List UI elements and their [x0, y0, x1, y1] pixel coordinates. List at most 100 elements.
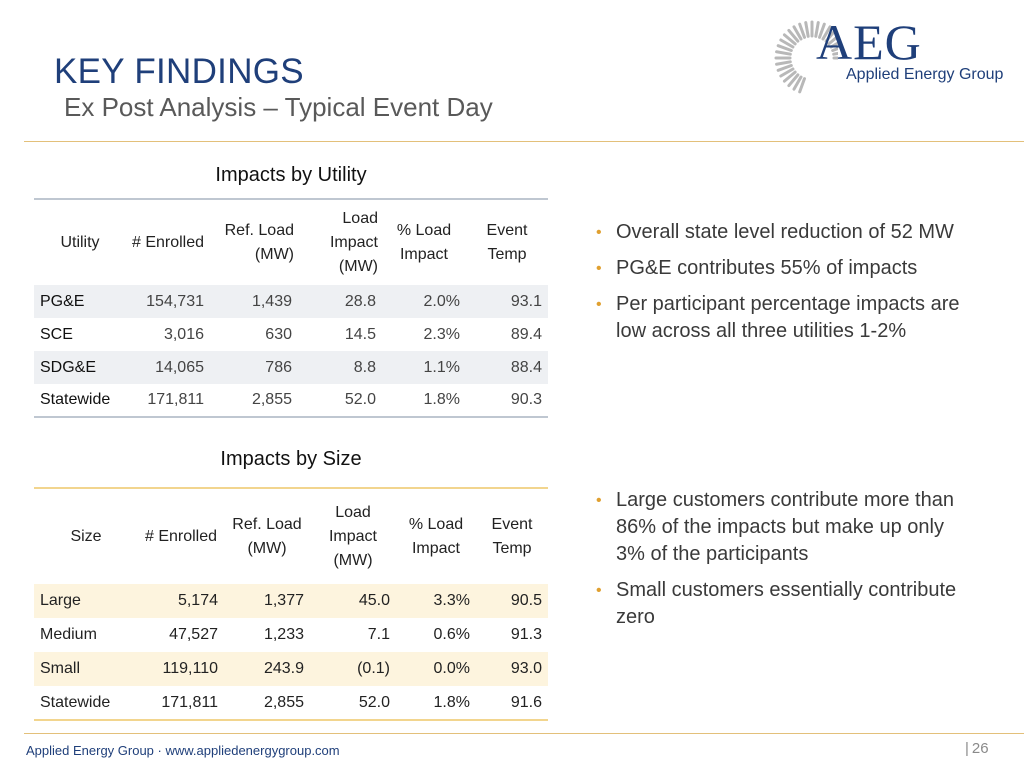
column-header: Ref. Load (MW)	[232, 515, 302, 557]
bullet-item: • Small customers essentially contribute …	[594, 577, 964, 631]
table-cell: 5,174	[177, 592, 218, 609]
slide-title: KEY FINDINGS	[54, 52, 304, 91]
table-cell: 14.5	[344, 325, 376, 343]
column-header: Size	[70, 527, 102, 545]
table-cell: 7.1	[367, 626, 390, 643]
column-header: # Enrolled	[144, 527, 218, 545]
table-cell: 1.8%	[433, 693, 470, 711]
table-row: Small 119,110 243.9 (0.1) 0.0% 93.0	[34, 652, 548, 686]
table-cell: 1,233	[263, 626, 304, 643]
row-label-cell: Statewide	[40, 693, 111, 711]
row-label-cell: SDG&E	[40, 358, 97, 376]
column-header: Event Temp	[486, 221, 528, 263]
bullet-dot-icon: •	[596, 224, 602, 241]
table-cell: 1,439	[251, 292, 292, 310]
table-cell: 0.6%	[433, 626, 470, 643]
table-cell: 786	[265, 358, 292, 376]
table-cell: 2.3%	[423, 325, 460, 343]
bullet-dot-icon: •	[596, 296, 602, 313]
logo-company-name: Applied Energy Group	[846, 66, 1004, 83]
table-row: SDG&E 14,065 786 8.8 1.1% 88.4	[34, 351, 548, 384]
bullet-text: Small customers essentially contribute z…	[616, 579, 957, 628]
column-header: Load Impact (MW)	[328, 503, 377, 569]
table-cell: 90.5	[510, 592, 542, 609]
table-cell: (0.1)	[357, 660, 390, 677]
table-cell: 14,065	[155, 358, 204, 376]
column-header: Event Temp	[491, 515, 533, 557]
row-label-cell: Statewide	[40, 391, 111, 408]
size-findings-list: • Large customers contribute more than 86…	[594, 487, 964, 640]
page-number-value: 26	[971, 740, 989, 757]
row-label-cell: Large	[40, 592, 81, 609]
table-row: SCE 3,016 630 14.5 2.3% 89.4	[34, 318, 548, 351]
table-cell: 171,811	[161, 693, 218, 711]
table-row: Medium 47,527 1,233 7.1 0.6% 91.3	[34, 618, 548, 652]
bullet-item: • Per participant percentage impacts are …	[594, 291, 964, 345]
table-cell: 1.8%	[423, 391, 460, 408]
table-cell: 45.0	[358, 592, 390, 609]
table-cell: 88.4	[510, 358, 542, 376]
table-row: Large 5,174 1,377 45.0 3.3% 90.5	[34, 584, 548, 618]
table-cell: 2.0%	[423, 292, 460, 310]
table-cell: 243.9	[263, 660, 304, 677]
size-table-title: Impacts by Size	[220, 448, 362, 470]
table-header-row: Utility # Enrolled Ref. Load (MW) Load Impa…	[34, 199, 548, 285]
table-cell: 93.0	[510, 660, 542, 677]
column-header: Load Impact (MW)	[329, 209, 378, 275]
table-cell: 2,855	[251, 391, 292, 408]
table-cell: 2,855	[263, 693, 304, 711]
page-number-separator: |	[965, 740, 969, 757]
table-cell: 3.3%	[433, 592, 470, 609]
table-cell: 91.3	[510, 626, 542, 643]
table-row: Statewide 171,811 2,855 52.0 1.8% 91.6	[34, 686, 548, 720]
table-cell: 28.8	[344, 292, 376, 310]
row-label-cell: Small	[40, 660, 81, 677]
table-cell: 52.0	[358, 693, 390, 711]
table-cell: 93.1	[510, 292, 542, 310]
aeg-logo: AEG Applied Energy Group	[768, 12, 1018, 94]
table-cell: 171,811	[147, 391, 204, 408]
table-cell: 1.1%	[423, 358, 460, 376]
utility-table-title: Impacts by Utility	[215, 164, 367, 186]
table-cell: 0.0%	[433, 660, 470, 677]
row-label-cell: Medium	[40, 626, 97, 643]
utility-impacts-table: Utility # Enrolled Ref. Load (MW) Load Impa…	[34, 198, 548, 418]
table-cell: 47,527	[169, 626, 218, 643]
utility-findings-list: • Overall state level reduction of 52 MW •…	[594, 219, 964, 354]
table-cell: 3,016	[163, 325, 204, 343]
table-cell: 8.8	[353, 358, 376, 376]
column-header: % Load Impact	[396, 221, 452, 263]
header-divider	[24, 141, 1024, 142]
table-cell: 91.6	[510, 693, 542, 711]
column-header: % Load Impact	[408, 515, 464, 557]
bullet-text: Overall state level reduction of 52 MW	[616, 221, 954, 243]
table-row: PG&E 154,731 1,439 28.8 2.0% 93.1	[34, 285, 548, 318]
bullet-dot-icon: •	[596, 582, 602, 599]
logo-mark: AEG	[816, 14, 922, 70]
bullet-item: • Large customers contribute more than 86…	[594, 487, 964, 568]
row-label-cell: SCE	[40, 325, 73, 343]
table-cell: 52.0	[344, 391, 376, 408]
bullet-dot-icon: •	[596, 492, 602, 509]
row-label-cell: PG&E	[40, 292, 85, 310]
bullet-text: PG&E contributes 55% of impacts	[616, 257, 918, 279]
table-cell: 119,110	[162, 660, 218, 677]
table-header-row: Size # Enrolled Ref. Load (MW) Load Impact …	[34, 488, 548, 584]
table-row: Statewide 171,811 2,855 52.0 1.8% 90.3	[34, 384, 548, 417]
table-cell: 154,731	[146, 292, 204, 310]
page-number: | 26	[965, 740, 989, 757]
footer-text: Applied Energy Group · www.appliedenergy…	[26, 743, 340, 758]
column-header: # Enrolled	[131, 233, 205, 251]
bullet-dot-icon: •	[596, 260, 602, 277]
table-cell: 90.3	[510, 391, 542, 408]
bullet-text: Large customers contribute more than 86%…	[616, 489, 954, 565]
slide-subtitle: Ex Post Analysis – Typical Event Day	[64, 92, 493, 122]
table-cell: 89.4	[510, 325, 542, 343]
footer-divider	[24, 733, 1024, 734]
table-cell: 630	[265, 325, 292, 343]
column-header: Utility	[60, 233, 100, 251]
column-header: Ref. Load (MW)	[224, 221, 294, 263]
bullet-text: Per participant percentage impacts are l…	[616, 293, 960, 342]
logo-gear-icon	[774, 20, 838, 94]
bullet-item: • Overall state level reduction of 52 MW	[594, 219, 964, 246]
